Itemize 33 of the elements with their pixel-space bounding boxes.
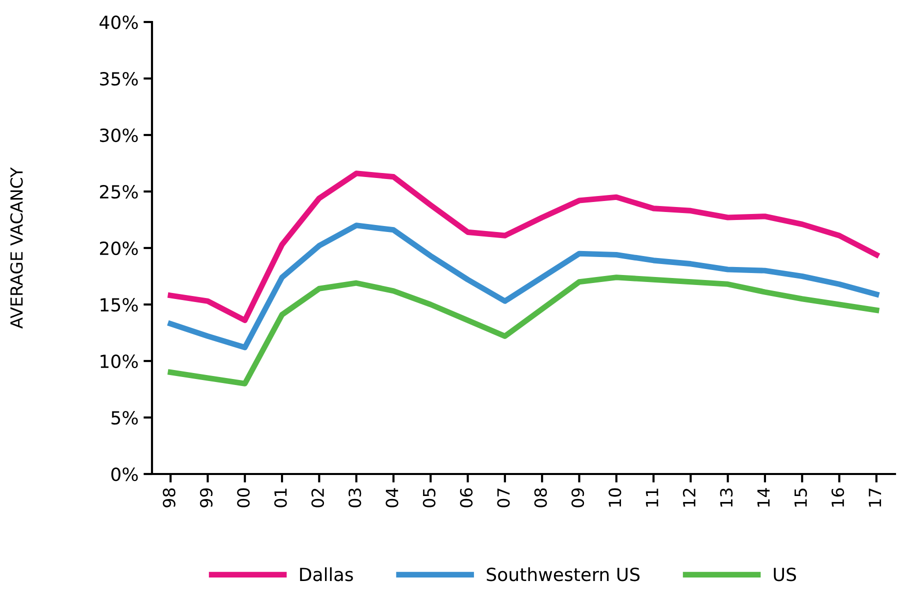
x-tick-label: 99 [200,488,213,508]
x-tick-label: 04 [386,488,398,508]
x-tick-label: 00 [237,488,250,508]
x-tick-label: 03 [348,488,362,508]
x-tick-label: 06 [460,488,473,508]
y-tick-label: 5% [112,410,138,425]
y-tick-label: 30% [100,128,138,142]
x-tick-label: 13 [720,488,733,507]
x-tick-label: 14 [757,488,770,507]
y-tick-label: 40% [100,15,138,30]
x-tick-label: 12 [682,488,696,507]
x-tick-label: 15 [794,488,807,507]
x-tick-label: 01 [274,488,287,508]
x-tick-label: 08 [534,488,547,508]
y-tick-label: 0% [111,467,138,482]
legend-label: Dallas [300,567,353,582]
x-tick-label: 98 [162,488,176,508]
x-tick-label: 05 [422,488,436,508]
x-tick-label: 02 [311,488,324,508]
x-tick-label: 16 [832,488,844,507]
legend-label: Southwestern US [486,567,640,582]
y-tick-label: 20% [100,241,138,256]
y-tick-label: 10% [100,354,138,368]
legend-label: US [774,568,796,582]
y-axis-title: AVERAGE VACANCY [10,167,23,329]
x-tick-label: 17 [868,488,882,507]
y-tick-label: 15% [100,298,138,312]
y-tick-label: 35% [100,72,138,86]
x-tick-label: 10 [608,488,622,507]
y-tick-label: 25% [100,184,138,199]
x-tick-label: 09 [571,488,584,508]
x-tick-label: 07 [497,488,510,508]
x-tick-label: 11 [646,488,658,507]
